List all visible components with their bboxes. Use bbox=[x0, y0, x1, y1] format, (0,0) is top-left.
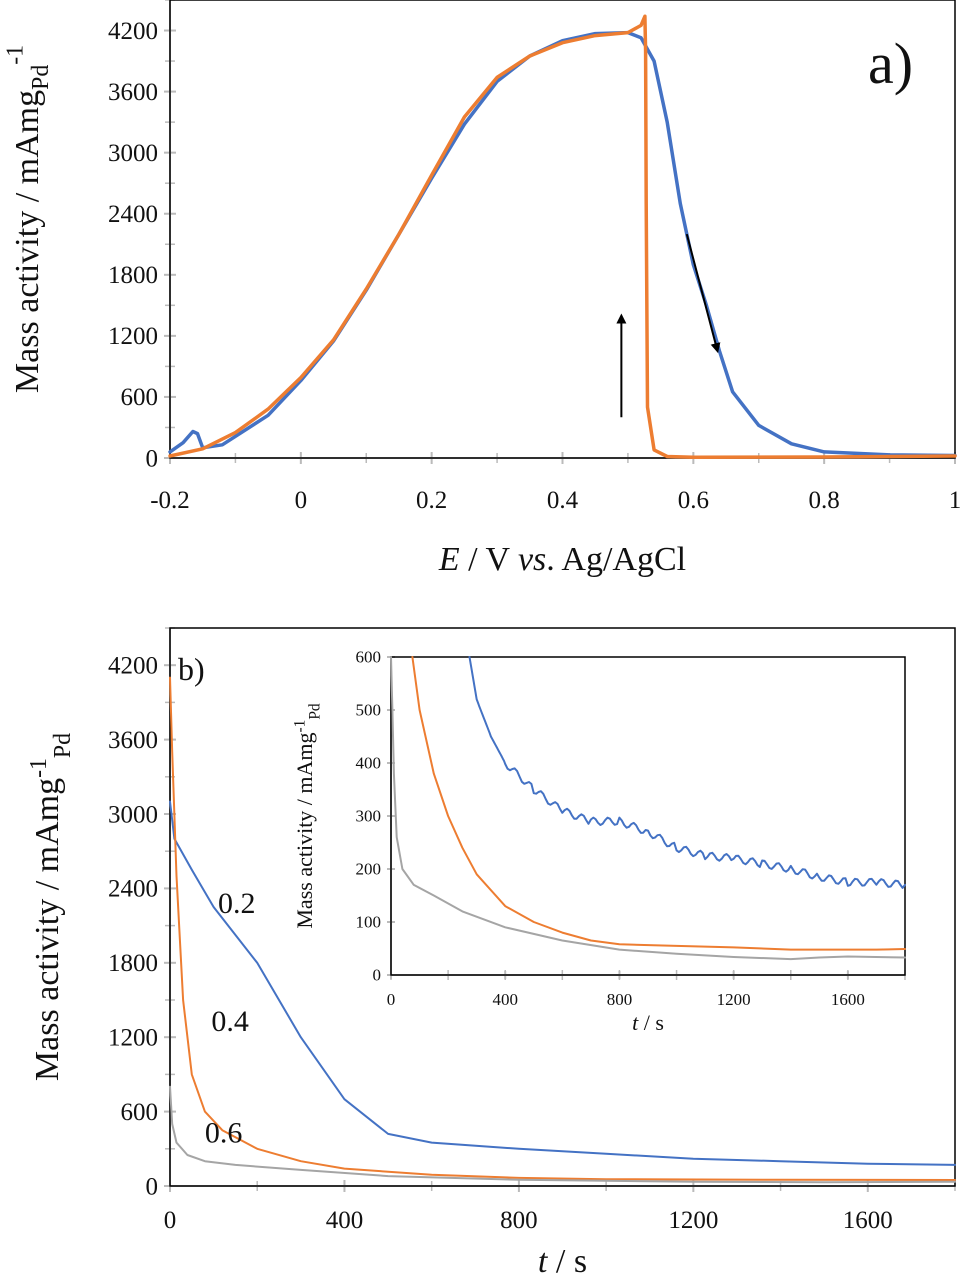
curve-label-0-2: 0.2 bbox=[218, 887, 256, 920]
chart-b-series-0-2-line bbox=[169, 800, 956, 1166]
inset-x-tick-label: 1200 bbox=[717, 990, 751, 1009]
chart-a-y-tick-label: 3600 bbox=[108, 79, 158, 106]
chart-a-x-tick-label: 0.4 bbox=[547, 487, 579, 514]
chart-a-x-tick-label: 0.6 bbox=[678, 487, 709, 514]
chart-a-x-tick-label: 0.2 bbox=[416, 487, 447, 514]
chart-b-x-tick-label: 400 bbox=[326, 1207, 364, 1234]
inset-x-tick-label: 0 bbox=[387, 990, 396, 1009]
inset-series-0-2-line bbox=[468, 656, 906, 889]
chart-a-y-tick-label: 3000 bbox=[108, 140, 158, 167]
chart-b-y-tick-label: 3600 bbox=[108, 727, 158, 754]
chart-b-y-tick-label: 600 bbox=[121, 1099, 159, 1126]
chart-b-series-0-6-line bbox=[169, 1085, 956, 1184]
chart-b-y-tick-label: 4200 bbox=[108, 652, 158, 679]
chart-b-x-tick-label: 1600 bbox=[843, 1207, 893, 1234]
chart-b-series-0-4-line bbox=[169, 676, 956, 1181]
curve-label-0-6: 0.6 bbox=[205, 1117, 243, 1150]
chart-b-y-tick-label: 0 bbox=[146, 1173, 159, 1200]
inset-y-tick-label: 500 bbox=[356, 701, 382, 720]
chart-a-y-tick-label: 1800 bbox=[108, 262, 158, 289]
inset-y-tick-label: 100 bbox=[356, 913, 382, 932]
inset-y-tick-label: 400 bbox=[356, 754, 382, 773]
chart-b-plot-frame bbox=[169, 627, 956, 1187]
chart-a-y-tick-label: 4200 bbox=[108, 18, 158, 45]
chart-a-x-axis-title: E / V vs. Ag/AgCl bbox=[438, 541, 686, 578]
chart-a-panel-label: a) bbox=[868, 31, 913, 96]
inset-y-tick-label: 300 bbox=[356, 807, 382, 826]
inset-x-axis-title: t / s bbox=[632, 1010, 664, 1035]
inset-panel: 0 100 200 300 400 500 600 0 400 800 1200 1600 t / s M… bbox=[291, 648, 906, 1035]
chart-a-panel: 0 600 1200 1800 2400 3000 3600 4200 -0.2 0 0.2 0.4 0… bbox=[3, 0, 962, 578]
chart-b-y-tick-label: 1800 bbox=[108, 950, 158, 977]
chart-a-series-forward-scan-line bbox=[168, 30, 957, 458]
curve-label-0-4: 0.4 bbox=[211, 1005, 249, 1038]
inset-y-tick-label: 600 bbox=[356, 648, 382, 667]
chart-a-y-tick-label: 1200 bbox=[108, 323, 158, 350]
inset-background bbox=[391, 657, 905, 975]
inset-series-0-4-line bbox=[411, 656, 906, 951]
inset-x-tick-label: 800 bbox=[607, 990, 633, 1009]
chart-b-y-tick-label: 3000 bbox=[108, 801, 158, 828]
chart-b-panel-label: b) bbox=[178, 651, 205, 687]
chart-b-x-axis-title: t / s bbox=[538, 1243, 587, 1280]
chart-a-y-tick-label: 2400 bbox=[108, 201, 158, 228]
inset-x-tick-label: 400 bbox=[492, 990, 518, 1009]
chart-a-x-tick-label: 0 bbox=[295, 487, 308, 514]
chart-a-y-tick-label: 600 bbox=[121, 384, 159, 411]
chart-b-x-tick-label: 800 bbox=[500, 1207, 538, 1234]
scan-direction-arrow-down bbox=[685, 233, 721, 354]
chart-b-y-axis-title: Mass activity / mAmg-1Pd bbox=[26, 733, 76, 1081]
inset-series-0-6-line bbox=[390, 656, 906, 961]
chart-b-x-tick-label: 0 bbox=[164, 1207, 177, 1234]
chart-a-x-tick-label: 1 bbox=[949, 487, 962, 514]
chart-b-y-tick-label: 1200 bbox=[108, 1024, 158, 1051]
chart-a-x-tick-label: -0.2 bbox=[150, 487, 190, 514]
inset-y-tick-label: 0 bbox=[373, 966, 382, 985]
inset-y-tick-label: 200 bbox=[356, 860, 382, 879]
chart-b-x-tick-label: 1200 bbox=[668, 1207, 718, 1234]
chart-a-series-reverse-scan-line bbox=[168, 14, 957, 459]
inset-x-tick-label: 1600 bbox=[831, 990, 865, 1009]
chart-a-y-tick-label: 0 bbox=[146, 445, 159, 472]
inset-y-axis-title: Mass activity / mAmg-1Pd bbox=[291, 703, 323, 929]
inset-plot-frame bbox=[390, 656, 906, 976]
chart-a-y-axis-title: Mass activity / mAmgPd-1 bbox=[3, 45, 55, 393]
chart-b-y-tick-label: 2400 bbox=[108, 876, 158, 903]
chart-a-x-tick-label: 0.8 bbox=[809, 487, 840, 514]
chart-a-plot-frame bbox=[169, 0, 956, 459]
